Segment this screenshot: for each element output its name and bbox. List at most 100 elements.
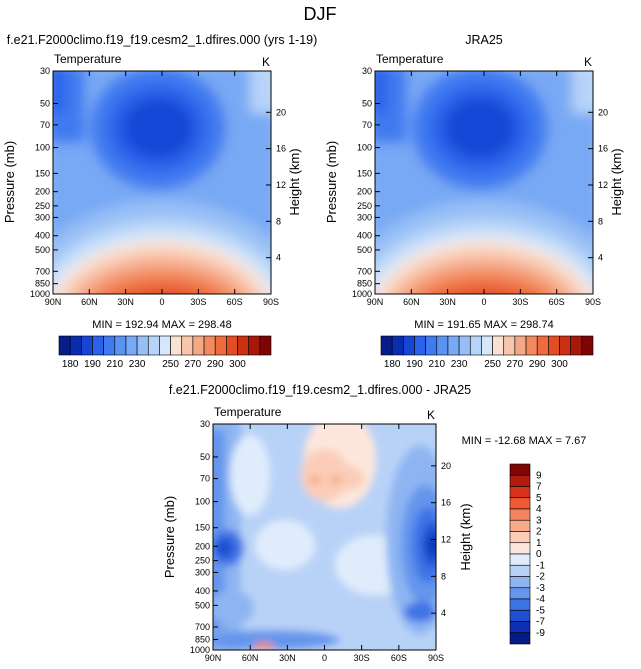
y2-tick-label: 12 bbox=[598, 180, 608, 190]
colorbar-label: 2 bbox=[536, 527, 542, 538]
colorbar-label: 230 bbox=[129, 359, 146, 370]
colorbar-swatch bbox=[509, 553, 531, 566]
colorbar-swatch bbox=[509, 576, 531, 589]
colorbar-swatch bbox=[503, 335, 516, 356]
y2-tick-label: 12 bbox=[441, 535, 451, 545]
colorbar-label: 9 bbox=[536, 470, 542, 481]
colorbar-swatch bbox=[380, 335, 393, 356]
y-tick-label: 1000 bbox=[352, 289, 372, 299]
panel-reference-field bbox=[375, 71, 593, 294]
y2-tick-label: 4 bbox=[276, 253, 281, 263]
panel-model-ylabel-right: Height (km) bbox=[287, 148, 302, 215]
panel-reference: JRA25 Temperature K bbox=[324, 33, 624, 370]
panel-0-axes: 90N 60N 30N 0 30S 60S 90S 30 50 70 100 150 200 250300… bbox=[30, 66, 286, 307]
colorbar-swatch bbox=[509, 587, 531, 600]
colorbar-swatch bbox=[509, 531, 531, 544]
colorbar-swatch bbox=[92, 335, 104, 356]
panel-reference-ylabel-right: Height (km) bbox=[609, 148, 624, 215]
colorbar-swatch bbox=[509, 564, 531, 577]
y2-tick-label: 20 bbox=[276, 107, 286, 117]
y-tick-label: 500 bbox=[357, 245, 372, 255]
y-tick-label: 100 bbox=[195, 497, 210, 507]
colorbar-swatch bbox=[570, 335, 583, 356]
colorbar-swatch bbox=[458, 335, 471, 356]
colorbar-label: 7 bbox=[536, 482, 542, 493]
panel-reference-ylabel: Pressure (mb) bbox=[324, 141, 339, 223]
colorbar-label: -2 bbox=[536, 572, 545, 583]
x-tick-label: 60S bbox=[391, 653, 407, 663]
y2-tick-label: 4 bbox=[441, 608, 446, 618]
colorbar-label: 230 bbox=[451, 359, 468, 370]
y2-tick-label: 16 bbox=[598, 144, 608, 154]
colorbar-swatch bbox=[581, 335, 594, 356]
y-tick-label: 250 bbox=[357, 201, 372, 211]
y2-tick-label: 20 bbox=[598, 107, 608, 117]
colorbar-label: 190 bbox=[84, 359, 101, 370]
colorbar-label: 250 bbox=[162, 359, 179, 370]
colorbar-swatch bbox=[136, 335, 149, 356]
colorbar-swatch bbox=[509, 474, 531, 487]
x-tick-label: 90N bbox=[367, 297, 384, 307]
y-tick-label: 70 bbox=[362, 120, 372, 130]
colorbar-label: -1 bbox=[536, 560, 545, 571]
colorbar-label: 210 bbox=[428, 359, 445, 370]
panel-reference-subtitle-left: Temperature bbox=[376, 52, 444, 66]
y2-tick-label: 12 bbox=[276, 180, 286, 190]
colorbar-swatch bbox=[509, 486, 531, 499]
x-tick-label: 30N bbox=[117, 297, 134, 307]
colorbar-label: -3 bbox=[536, 583, 545, 594]
colorbar-swatch bbox=[509, 497, 531, 510]
y-tick-label: 30 bbox=[200, 419, 210, 429]
panel-difference-stats: MIN = -12.68 MAX = 7.67 bbox=[462, 435, 587, 447]
x-tick-label: 60N bbox=[81, 297, 98, 307]
x-tick-label: 60N bbox=[403, 297, 420, 307]
y-tick-label: 200 bbox=[35, 187, 50, 197]
colorbar-label: 300 bbox=[551, 359, 568, 370]
colorbar-swatch bbox=[509, 632, 531, 645]
y-tick-label: 70 bbox=[200, 474, 210, 484]
colorbar-label: 190 bbox=[406, 359, 423, 370]
y2-tick-label: 8 bbox=[441, 571, 446, 581]
colorbar-swatch bbox=[481, 335, 493, 356]
colorbar-swatch bbox=[559, 335, 571, 356]
panel-reference-subtitle-right: K bbox=[584, 55, 592, 69]
colorbar-label: 0 bbox=[536, 549, 542, 560]
x-tick-label: 60N bbox=[242, 653, 259, 663]
colorbar-swatch bbox=[214, 335, 227, 356]
colorbar-label: 250 bbox=[484, 359, 501, 370]
colorbar-swatch bbox=[492, 335, 505, 356]
x-tick-label: 0 bbox=[481, 297, 486, 307]
colorbar-swatch bbox=[81, 335, 93, 356]
colorbar-label: 4 bbox=[536, 504, 542, 515]
y-tick-label: 850 bbox=[35, 279, 50, 289]
panel-difference-subtitle-right: K bbox=[427, 408, 435, 422]
panel-difference-subtitle-left: Temperature bbox=[214, 405, 282, 419]
y2-tick-label: 4 bbox=[598, 253, 603, 263]
y-tick-label: 30 bbox=[362, 66, 372, 76]
colorbar-swatch bbox=[536, 335, 549, 356]
y-tick-label: 70 bbox=[40, 120, 50, 130]
panel-reference-colorbar: 180 190 210 230 250 270 290 300 bbox=[380, 335, 594, 370]
colorbar-swatch bbox=[425, 335, 438, 356]
y-tick-label: 400 bbox=[195, 586, 210, 596]
colorbar-swatch bbox=[509, 609, 531, 622]
colorbar-swatch bbox=[509, 508, 531, 521]
colorbar-label: 270 bbox=[185, 359, 202, 370]
y-tick-label: 700 bbox=[195, 622, 210, 632]
colorbar-swatch bbox=[58, 335, 71, 356]
panel-model-field bbox=[53, 71, 271, 294]
y-tick-label: 50 bbox=[362, 98, 372, 108]
colorbar-label: -9 bbox=[536, 628, 545, 639]
colorbar-swatch bbox=[469, 335, 482, 356]
y-tick-label: 700 bbox=[35, 266, 50, 276]
colorbar-swatch bbox=[391, 335, 404, 356]
colorbar-swatch bbox=[259, 335, 272, 356]
y-tick-label: 150 bbox=[35, 168, 50, 178]
y2-tick-label: 8 bbox=[598, 216, 603, 226]
panel-reference-title: JRA25 bbox=[465, 33, 503, 47]
panel-model-colorbar: 180 190 210 230 250 270 290 300 bbox=[58, 335, 272, 370]
y2-tick-label: 16 bbox=[441, 498, 451, 508]
x-tick-label: 0 bbox=[322, 653, 327, 663]
